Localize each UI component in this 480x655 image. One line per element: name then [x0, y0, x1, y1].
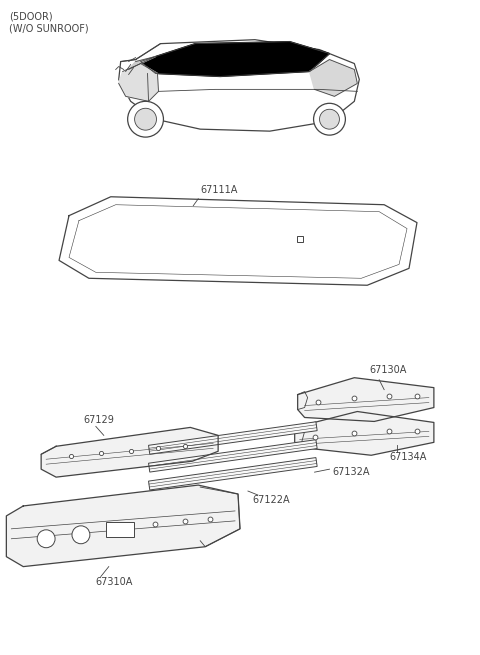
- Polygon shape: [295, 424, 305, 442]
- Circle shape: [320, 109, 339, 129]
- Text: 67111A: 67111A: [200, 185, 238, 195]
- Circle shape: [313, 103, 346, 135]
- Polygon shape: [148, 440, 317, 472]
- Polygon shape: [141, 42, 329, 77]
- Circle shape: [128, 102, 164, 137]
- Bar: [106, 522, 133, 537]
- Polygon shape: [41, 428, 218, 477]
- Text: 67129: 67129: [83, 415, 114, 426]
- Text: 67132A: 67132A: [333, 467, 370, 477]
- Text: 67134A: 67134A: [389, 452, 427, 462]
- Polygon shape: [148, 422, 317, 454]
- Polygon shape: [129, 56, 156, 69]
- Circle shape: [72, 526, 90, 544]
- Polygon shape: [119, 64, 158, 102]
- Polygon shape: [59, 196, 417, 285]
- Polygon shape: [298, 392, 308, 409]
- Polygon shape: [148, 458, 317, 490]
- Polygon shape: [6, 485, 240, 567]
- Text: (W/O SUNROOF): (W/O SUNROOF): [9, 24, 89, 34]
- Polygon shape: [119, 40, 360, 131]
- Text: 67122A: 67122A: [252, 495, 289, 505]
- Circle shape: [134, 108, 156, 130]
- Polygon shape: [295, 411, 434, 455]
- Text: 67130A: 67130A: [369, 365, 407, 375]
- Polygon shape: [298, 378, 434, 421]
- Text: (5DOOR): (5DOOR): [9, 12, 53, 22]
- Circle shape: [37, 530, 55, 548]
- Text: 67310A: 67310A: [96, 576, 133, 586]
- Polygon shape: [310, 60, 357, 96]
